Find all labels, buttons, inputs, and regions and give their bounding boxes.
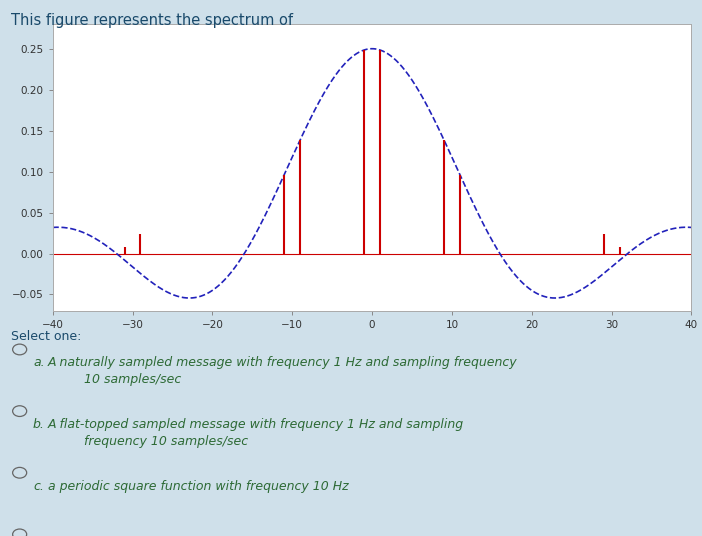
- Text: A naturally sampled message with frequency 1 Hz and sampling frequency
         : A naturally sampled message with frequen…: [48, 356, 517, 386]
- Text: Select one:: Select one:: [11, 330, 81, 343]
- Text: b.: b.: [33, 418, 45, 431]
- Text: This figure represents the spectrum of: This figure represents the spectrum of: [11, 13, 293, 28]
- Text: a periodic square function with frequency 10 Hz: a periodic square function with frequenc…: [48, 480, 348, 493]
- Text: c.: c.: [33, 480, 44, 493]
- Text: A flat-topped sampled message with frequency 1 Hz and sampling
         frequenc: A flat-topped sampled message with frequ…: [48, 418, 464, 448]
- Text: a.: a.: [33, 356, 45, 369]
